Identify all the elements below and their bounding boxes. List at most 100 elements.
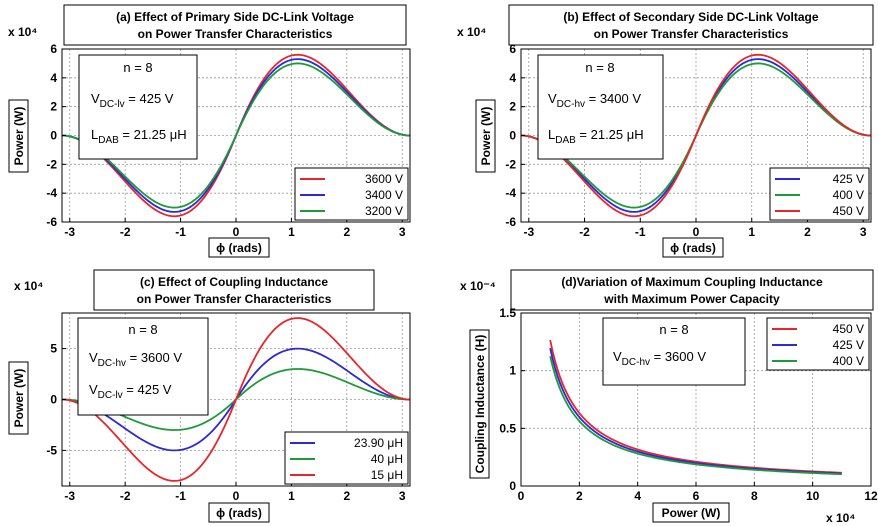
panel-b-title-box (508, 4, 874, 46)
panel-a-xtick-label: 0 (233, 225, 240, 239)
panel-a-annotation-vdc: VDC-lv = 425 V (91, 91, 174, 110)
panel-c-annotation-n: n = 8 (128, 322, 157, 337)
panel-b-xlabel-box (662, 237, 724, 258)
panel-d-series (549, 339, 842, 476)
panel-c-legend-label-0: 23.90 μH (354, 436, 403, 450)
panel-b: (b) Effect of Secondary Side DC-Link Vol… (457, 4, 874, 258)
panel-a-legend-label-0: 3600 V (365, 172, 403, 186)
panel-b-xtick-label: 0 (693, 225, 700, 239)
panel-b-ytick-label: -2 (505, 157, 516, 171)
panel-d-xlabel: Power (W) (662, 506, 721, 520)
panel-a-xtick-label: 1 (288, 225, 295, 239)
panel-c-xtick-label: 1 (288, 489, 295, 503)
panel-b-ytick-label: 6 (509, 42, 516, 56)
panel-b-ytick-label: 4 (509, 71, 516, 85)
panel-d-annotation-box: n = 8 VDC-hv = 3600 V (602, 317, 746, 386)
panel-a-title-box (63, 4, 407, 46)
panel-d-xtick-label: 0 (518, 489, 525, 503)
panel-c-series-line-2 (61, 317, 411, 482)
panel-b-legend-label-1: 400 V (833, 188, 864, 202)
panel-b-annotation-ldab: LDAB = 21.25 μH (548, 127, 644, 146)
panel-d-y-multiplier: x 10⁻⁴ (460, 279, 496, 293)
panel-a-title-line1: (a) Effect of Primary Side DC-Link Volta… (116, 10, 354, 24)
panel-a-y-multiplier: x 10⁴ (8, 25, 37, 39)
panel-d-xlabel-box (652, 502, 730, 523)
panel-c-ytick-label: 5 (50, 342, 57, 356)
panel-a-annotation-ldab: LDAB = 21.25 μH (91, 127, 187, 146)
panel-d-xtick-label: 2 (576, 489, 583, 503)
panel-c-xtick-label: -2 (120, 489, 131, 503)
panel-a-xtick-label: 2 (343, 225, 350, 239)
panel-c-annotation-vhv: VDC-hv = 3600 V (89, 350, 182, 369)
panel-b-ytick-label: -6 (505, 215, 516, 229)
panel-d-legend-label-1: 425 V (833, 338, 864, 352)
panel-b-ylabel-box (475, 99, 496, 173)
panel-a-legend: 3600 V 3400 V 3200 V (294, 167, 409, 221)
panel-d-xtick-label: 8 (751, 489, 758, 503)
panel-c-legend-label-1: 40 μH (371, 452, 403, 466)
panel-b-annotation-n: n = 8 (585, 60, 614, 75)
panel-c-ytick-label: 0 (50, 393, 57, 407)
panel-c-title-line1: (c) Effect of Coupling Inductance (140, 275, 328, 289)
panel-b-annotation-vdc: VDC-hv = 3400 V (548, 91, 641, 110)
panel-a-ylabel-box (8, 99, 29, 173)
panel-b-legend: 425 V 400 V 450 V (769, 167, 870, 221)
panel-d-xtick-label: 12 (864, 489, 878, 503)
panel-c-xlabel: ϕ (rads) (216, 506, 262, 520)
panel-a-ylabel: Power (W) (12, 107, 26, 166)
panel-d-annotation-frame (602, 317, 746, 386)
panel-a-ytick-label: -6 (46, 215, 57, 229)
panel-c-legend: 23.90 μH 40 μH 15 μH (284, 431, 409, 485)
panel-c-ylabel: Power (W) (12, 369, 26, 428)
panel-d-x-multiplier: x 10⁴ (826, 511, 855, 525)
panel-a-series (61, 53, 411, 218)
panel-a-ytick-label: 0 (50, 129, 57, 143)
panel-b-annotation-frame (537, 54, 664, 160)
panel-d-xtick-label: 6 (693, 489, 700, 503)
panel-d-series-line-2 (549, 356, 842, 476)
panel-b-legend-label-0: 425 V (833, 172, 864, 186)
panel-b-legend-label-2: 450 V (833, 204, 864, 218)
panel-c-xtick-label: 3 (399, 489, 406, 503)
panel-b-ytick-label: -4 (505, 186, 516, 200)
panel-d-legend-label-0: 450 V (833, 322, 864, 336)
panel-a-legend-label-2: 3200 V (365, 204, 403, 218)
panel-c-title-line2: on Power Transfer Characteristics (137, 292, 332, 306)
panel-a-ytick-label: -4 (46, 186, 57, 200)
panel-d-annotation-vhv: VDC-hv = 3600 V (613, 349, 706, 368)
panel-c-y-multiplier: x 10⁴ (14, 279, 43, 293)
panel-a-annotation-box: n = 8 VDC-lv = 425 V LDAB = 21.25 μH (78, 54, 198, 160)
panel-b-title-line2: on Power Transfer Characteristics (594, 27, 789, 41)
panel-a-xtick-label: -1 (175, 225, 186, 239)
panel-a-xlabel: ϕ (rads) (216, 241, 262, 255)
panel-c-legend-label-2: 15 μH (371, 468, 403, 482)
panel-b-title-line1: (b) Effect of Secondary Side DC-Link Vol… (563, 10, 818, 24)
panel-d-ylabel: Coupling Inductance (H) (473, 335, 487, 474)
panel-d-legend: 450 V 425 V 400 V (766, 317, 870, 371)
panel-b-xtick-label: 1 (748, 225, 755, 239)
panel-d-ytick-label: 0 (509, 479, 516, 493)
panel-d-ylabel-box (469, 329, 490, 479)
panel-b-ytick-label: 2 (509, 100, 516, 114)
panel-d-ytick-label: 1.5 (499, 306, 516, 320)
panel-d-title-box (510, 269, 874, 311)
panel-d-ticks: 0 2 4 6 8 10 12 0 0.5 1 1.5 (499, 306, 878, 503)
panel-a-annotation-n: n = 8 (123, 60, 152, 75)
panel-c-xtick-label: -3 (64, 489, 75, 503)
panel-b-series-line-2 (520, 53, 872, 218)
panel-d: (d)Variation of Maximum Coupling Inducta… (460, 269, 878, 525)
panel-d-title-line2: with Maximum Power Capacity (603, 292, 780, 306)
panel-c-ylabel-box (8, 361, 29, 435)
panel-a-ytick-label: 6 (50, 42, 57, 56)
panel-b-xlabel: ϕ (rads) (670, 241, 716, 255)
panel-a-ytick-label: 2 (50, 100, 57, 114)
panel-d-legend-label-2: 400 V (833, 354, 864, 368)
panel-b-xtick-label: -3 (523, 225, 534, 239)
panel-d-ytick-label: 1 (509, 364, 516, 378)
panel-b-xtick-label: -2 (579, 225, 590, 239)
panel-d-xtick-label: 10 (806, 489, 820, 503)
panel-b-ytick-label: 0 (509, 129, 516, 143)
panel-a-xlabel-box (208, 237, 270, 258)
panel-a-legend-label-1: 3400 V (365, 188, 403, 202)
